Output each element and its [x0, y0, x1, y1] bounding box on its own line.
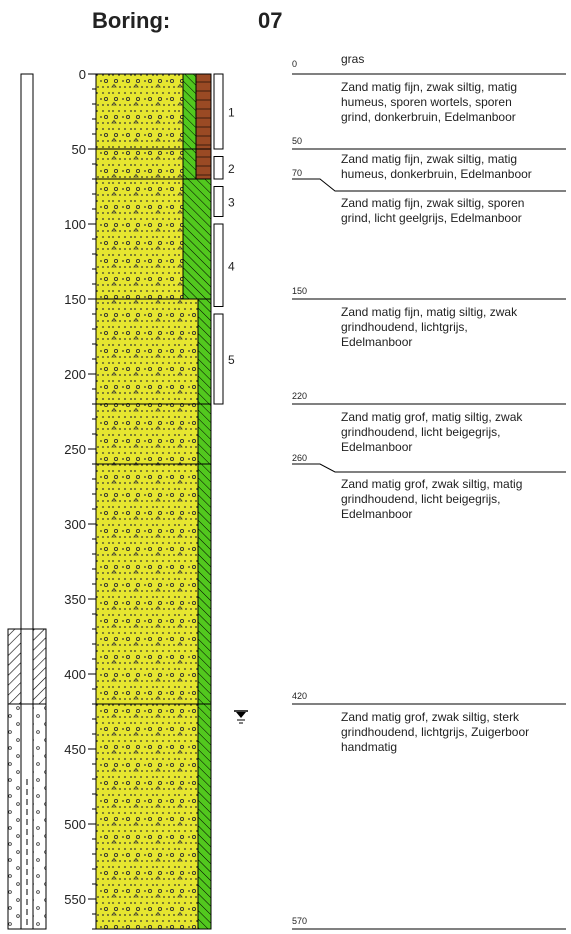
boundary-depth-label: 220: [292, 391, 307, 401]
boring-label: Boring:: [92, 8, 171, 33]
layer-description-line: Zand matig fijn, zwak siltig, sporen: [341, 196, 524, 210]
sample-number: 4: [228, 259, 235, 273]
sample-number: 2: [228, 162, 235, 176]
depth-tick-label: 200: [64, 367, 86, 382]
depth-tick-label: 0: [79, 67, 86, 82]
layer-description-line: Zand matig grof, zwak siltig, sterk: [341, 710, 520, 724]
sand-layer-4: [95, 403, 199, 465]
boundary-depth-label: 70: [292, 168, 302, 178]
layer-description-line: Edelmanboor: [341, 507, 412, 521]
top-depth-label: 0: [292, 59, 297, 69]
silt-band-2: [182, 178, 212, 300]
sand-layer-0: [95, 73, 184, 150]
layer-description-line: humeus, sporen wortels, sporen: [341, 95, 512, 109]
groundwater-marker: [234, 710, 248, 724]
surface-label: gras: [341, 52, 364, 66]
well-seal-left: [7, 628, 22, 705]
sample-number: 1: [228, 106, 235, 120]
soil-column: [95, 73, 212, 930]
layer-description-line: Zand matig fijn, matig siltig, zwak: [341, 305, 518, 319]
depth-tick-label: 500: [64, 817, 86, 832]
boring-number: 07: [258, 8, 283, 33]
sample-bar: [213, 313, 224, 405]
boundary-depth-label: 50: [292, 136, 302, 146]
layer-description-line: Edelmanboor: [341, 335, 412, 349]
layer-descriptions: 0 gras Zand matig fijn, zwak siltig, matig…: [292, 52, 566, 930]
layer-description-line: grindhoudend, lichtgrijs, Zuigerboor: [341, 725, 529, 739]
sample-bar: [213, 73, 224, 150]
sample-bar: [213, 156, 224, 180]
boundary-depth-label: 150: [292, 286, 307, 296]
well-casing: [20, 73, 34, 630]
depth-tick-label: 350: [64, 592, 86, 607]
sand-layer-2: [95, 178, 184, 300]
boundary-depth-label: 260: [292, 453, 307, 463]
layer-description-line: Zand matig fijn, zwak siltig, matig: [341, 152, 517, 166]
depth-tick-label: 50: [72, 142, 86, 157]
layer-description-line: grind, licht geelgrijs, Edelmanboor: [341, 211, 522, 225]
sand-layer-1: [95, 148, 184, 180]
sand-layer-5: [95, 463, 199, 705]
depth-tick-label: 550: [64, 892, 86, 907]
title-row: Boring: 07: [0, 0, 571, 40]
well-seal-right: [32, 628, 47, 705]
layer-description-line: grindhoudend, licht beigegrijs,: [341, 492, 500, 506]
depth-tick-label: 250: [64, 442, 86, 457]
depth-tick-label: 150: [64, 292, 86, 307]
sample-number: 3: [228, 196, 235, 210]
sample-number: 5: [228, 353, 235, 367]
groundwater-triangle-icon: [236, 712, 246, 718]
layer-description-line: grindhoudend, lichtgrijs,: [341, 320, 468, 334]
boundary-depth-label: 420: [292, 691, 307, 701]
layer-description-line: Edelmanboor: [341, 440, 412, 454]
layer-description-line: grindhoudend, licht beigegrijs,: [341, 425, 500, 439]
sand-layer-6: [95, 703, 199, 930]
layer-description-line: Zand matig fijn, zwak siltig, matig: [341, 80, 517, 94]
silt-band-3: [197, 298, 212, 405]
layer-description-line: grind, donkerbruin, Edelmanboor: [341, 110, 516, 124]
silt-band-0: [182, 73, 197, 150]
silt-band-5: [197, 463, 212, 705]
silt-band-6: [197, 703, 212, 930]
bottom-depth-label: 570: [292, 916, 307, 926]
humus-band-1: [195, 148, 212, 180]
depth-tick-label: 450: [64, 742, 86, 757]
humus-band-0: [195, 73, 212, 150]
layer-description-line: handmatig: [341, 740, 397, 754]
silt-band-4: [197, 403, 212, 465]
layer-description-line: humeus, donkerbruin, Edelmanboor: [341, 167, 532, 181]
layer-boundary: [292, 178, 566, 192]
well-riser: [20, 628, 34, 705]
layer-description-line: Zand matig grof, zwak siltig, matig: [341, 477, 522, 491]
layer-boundary: [292, 463, 566, 473]
sample-bar: [213, 223, 224, 307]
sand-layer-3: [95, 298, 199, 405]
depth-axis: 0 50 100 150 200 250 300 350 400 450 500 550: [64, 67, 97, 930]
layer-description-line: Zand matig grof, matig siltig, zwak: [341, 410, 523, 424]
depth-tick-label: 300: [64, 517, 86, 532]
sample-intervals: 1 2 3 4 5: [213, 73, 235, 405]
silt-band-1: [182, 148, 197, 180]
well-construction: [7, 73, 47, 930]
depth-tick-label: 400: [64, 667, 86, 682]
sample-bar: [213, 186, 224, 217]
depth-tick-label: 100: [64, 217, 86, 232]
well-pipe: [20, 703, 34, 930]
